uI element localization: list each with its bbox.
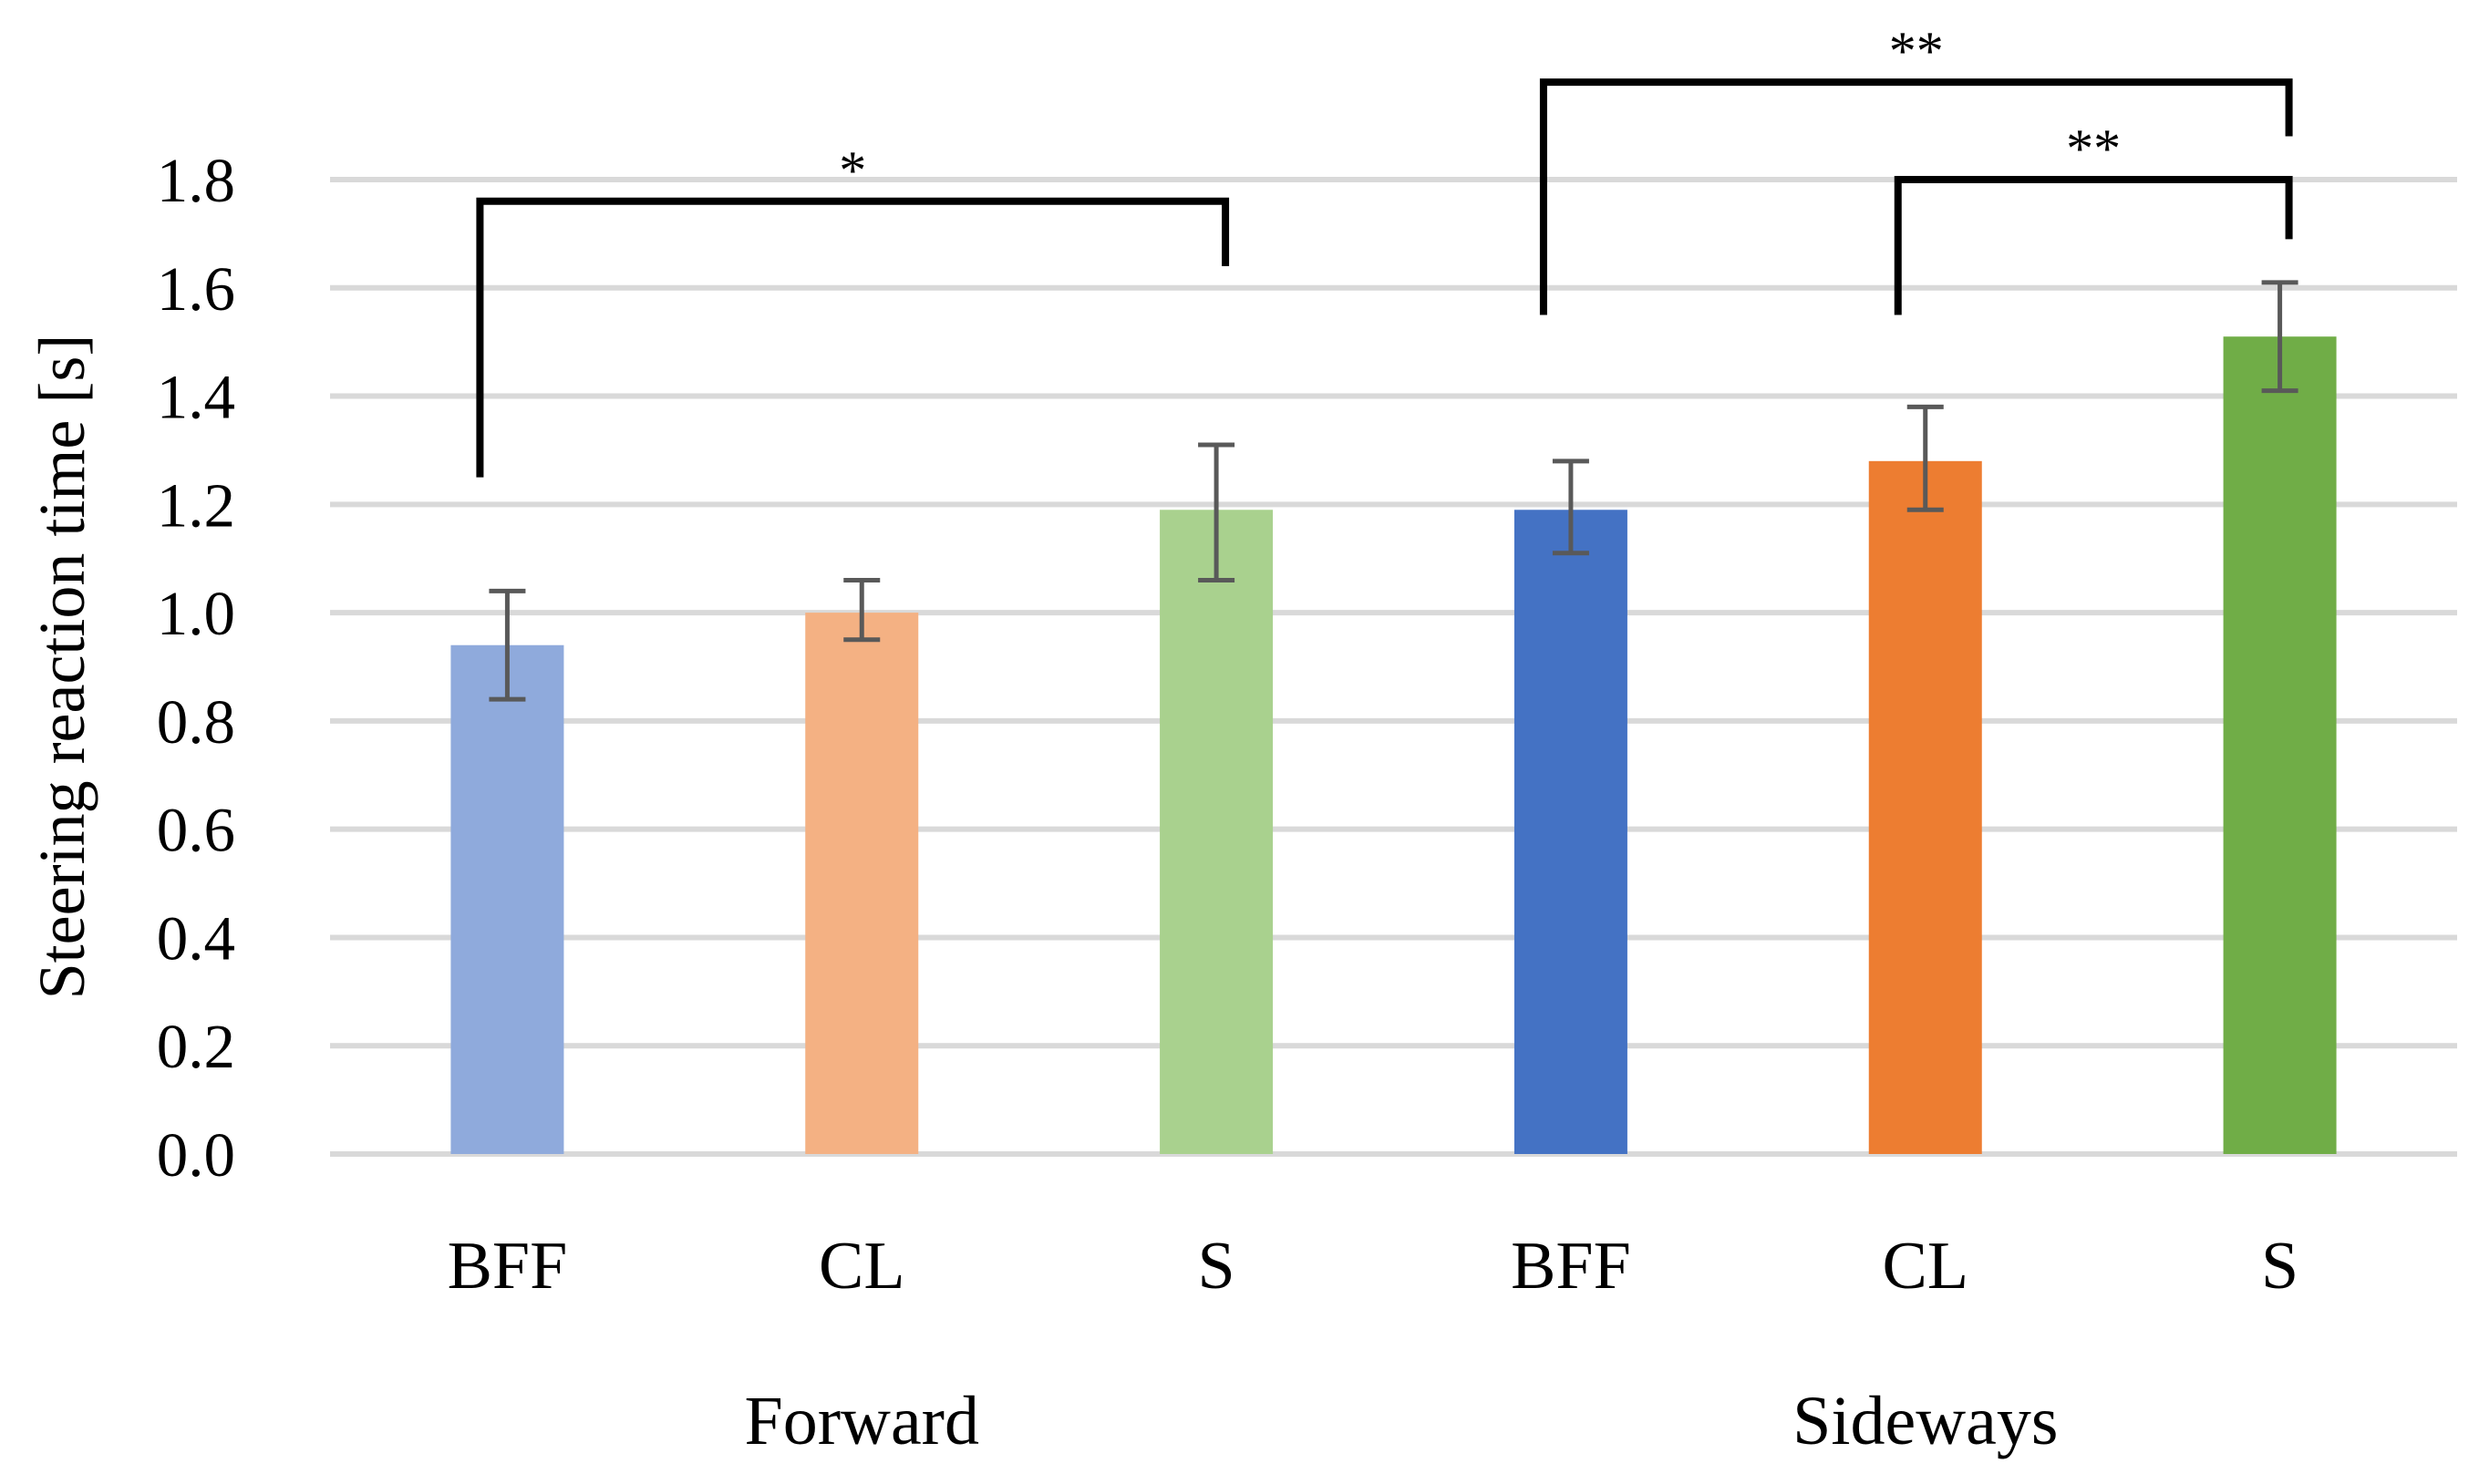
y-tick-label: 0.2 [157, 1012, 235, 1081]
significance-brackets: ***** [476, 21, 2293, 478]
x-tick-label: BFF [1511, 1229, 1631, 1304]
error-bar-sideways-s [2261, 280, 2298, 394]
x-tick-label: CL [819, 1229, 905, 1304]
group-label-sideways: Sideways [1792, 1383, 2058, 1459]
error-bar-sideways-bff [1552, 459, 1589, 556]
x-tick-label: S [1198, 1229, 1235, 1304]
significance-bracket: ** [1894, 119, 2293, 315]
y-tick-label: 0.8 [157, 687, 235, 757]
y-tick-label: 0.4 [157, 903, 235, 973]
bar-forward-bff [450, 644, 564, 1154]
x-tick-label: S [2261, 1229, 2298, 1304]
significance-label: * [839, 140, 866, 201]
y-tick-label: 1.0 [157, 579, 235, 648]
error-bar-sideways-cl [1906, 404, 1944, 512]
significance-label: ** [2066, 119, 2121, 179]
bars [450, 336, 2337, 1154]
significance-bracket: ** [1539, 21, 2293, 315]
significance-label: ** [1889, 21, 1944, 81]
significance-bracket: * [476, 140, 1230, 478]
y-axis-title: Steering reaction time [s] [26, 335, 98, 1000]
x-axis-group-labels: Forward Sideways [744, 1383, 2058, 1459]
error-bar-forward-s [1198, 442, 1235, 582]
bar-sideways-s [2223, 336, 2337, 1154]
y-tick-label: 1.2 [157, 470, 235, 540]
bar-forward-s [1160, 510, 1274, 1154]
y-tick-label: 0.0 [157, 1120, 235, 1190]
error-bar-forward-cl [843, 577, 881, 643]
x-axis-category-labels: BFF CL S BFF CL S [448, 1229, 2299, 1304]
y-tick-label: 1.8 [157, 146, 235, 215]
error-bars [489, 280, 2298, 702]
x-tick-label: CL [1882, 1229, 1968, 1304]
y-tick-label: 1.4 [157, 363, 235, 432]
y-tick-label: 0.6 [157, 796, 235, 865]
gridlines [330, 177, 2457, 1157]
bar-sideways-cl [1868, 460, 1982, 1154]
group-label-forward: Forward [744, 1383, 979, 1459]
y-axis-tick-labels: 0.0 0.2 0.4 0.6 0.8 1.0 1.2 1.4 1.6 1.8 [157, 146, 235, 1190]
bar-sideways-bff [1513, 510, 1627, 1154]
y-tick-label: 1.6 [157, 254, 235, 324]
bar-forward-cl [805, 613, 919, 1154]
x-tick-label: BFF [448, 1229, 568, 1304]
error-bar-forward-bff [489, 588, 526, 702]
